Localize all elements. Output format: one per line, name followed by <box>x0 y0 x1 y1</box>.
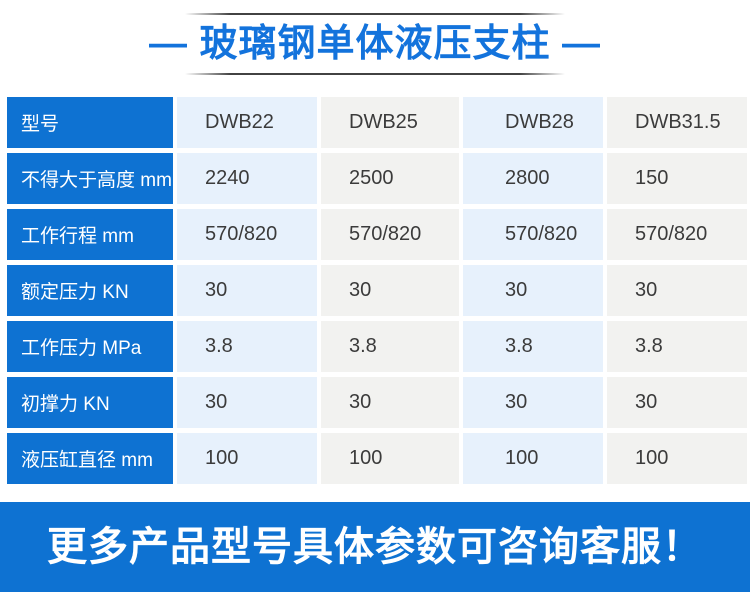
value-cell: 30 <box>321 377 459 428</box>
model-header-cell: DWB28 <box>463 97 603 148</box>
title-divider-bottom <box>185 73 565 75</box>
page-title: — 玻璃钢单体液压支柱 — <box>148 23 602 65</box>
value-cell: 570/820 <box>177 209 317 260</box>
value-cell: 2240 <box>177 153 317 204</box>
value-cell: 3.8 <box>177 321 317 372</box>
value-cell: 30 <box>177 377 317 428</box>
row-label: 初撑力 KN <box>7 377 173 428</box>
row-label-model: 型号 <box>7 97 173 148</box>
value-cell: 30 <box>607 265 747 316</box>
value-cell: 100 <box>321 433 459 484</box>
value-cell: 570/820 <box>321 209 459 260</box>
value-cell: 3.8 <box>463 321 603 372</box>
model-header-cell: DWB22 <box>177 97 317 148</box>
value-cell: 30 <box>607 377 747 428</box>
model-header-cell: DWB31.5 <box>607 97 747 148</box>
value-cell: 2800 <box>463 153 603 204</box>
value-cell: 30 <box>177 265 317 316</box>
row-label: 工作行程 mm <box>7 209 173 260</box>
footer-text: 更多产品型号具体参数可咨询客服！ <box>47 525 703 569</box>
footer-banner: 更多产品型号具体参数可咨询客服！ <box>0 502 750 592</box>
value-cell: 3.8 <box>321 321 459 372</box>
table-row-cylinder-diameter: 液压缸直径 mm 100 100 100 100 <box>7 433 747 484</box>
table-row-rated-pressure: 额定压力 KN 30 30 30 30 <box>7 265 747 316</box>
value-cell: 30 <box>321 265 459 316</box>
table-row-max-height: 不得大于高度 mm 2240 2500 2800 150 <box>7 153 747 204</box>
value-cell: 2500 <box>321 153 459 204</box>
title-divider-top <box>185 13 565 15</box>
value-cell: 570/820 <box>463 209 603 260</box>
value-cell: 150 <box>607 153 747 204</box>
value-cell: 30 <box>463 265 603 316</box>
value-cell: 30 <box>463 377 603 428</box>
row-label: 不得大于高度 mm <box>7 153 173 204</box>
value-cell: 100 <box>607 433 747 484</box>
table-row-working-stroke: 工作行程 mm 570/820 570/820 570/820 570/820 <box>7 209 747 260</box>
model-header-cell: DWB25 <box>321 97 459 148</box>
row-label: 工作压力 MPa <box>7 321 173 372</box>
table-header-row: 型号 DWB22 DWB25 DWB28 DWB31.5 <box>7 97 747 148</box>
value-cell: 3.8 <box>607 321 747 372</box>
spec-table: 型号 DWB22 DWB25 DWB28 DWB31.5 不得大于高度 mm 2… <box>3 92 750 489</box>
value-cell: 100 <box>177 433 317 484</box>
value-cell: 570/820 <box>607 209 747 260</box>
row-label: 额定压力 KN <box>7 265 173 316</box>
value-cell: 100 <box>463 433 603 484</box>
row-label: 液压缸直径 mm <box>7 433 173 484</box>
table-row-initial-support-force: 初撑力 KN 30 30 30 30 <box>7 377 747 428</box>
table-row-working-pressure: 工作压力 MPa 3.8 3.8 3.8 3.8 <box>7 321 747 372</box>
